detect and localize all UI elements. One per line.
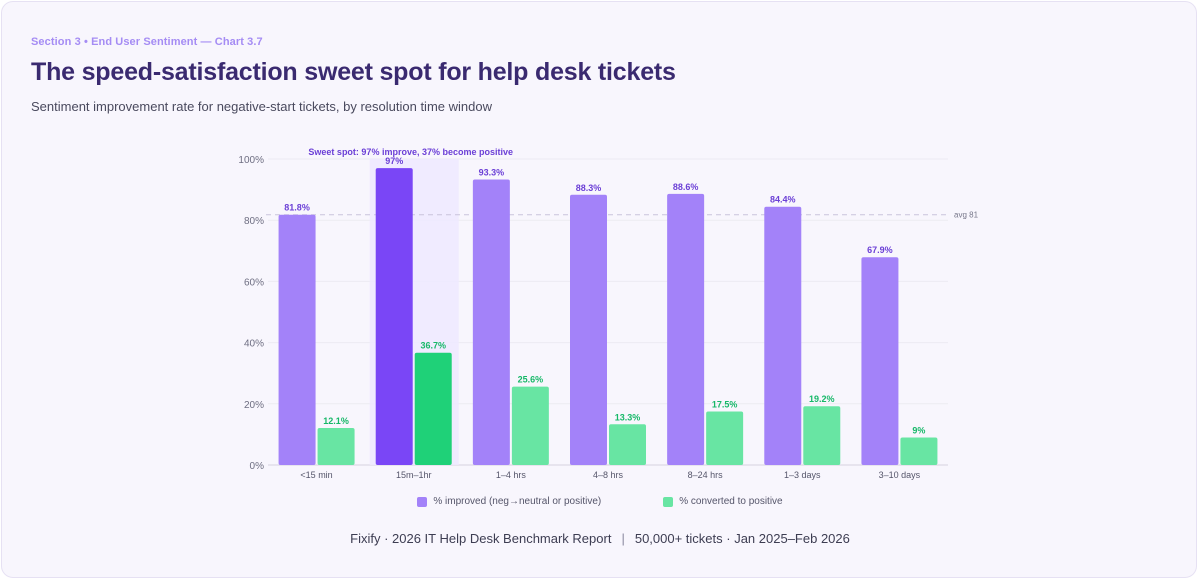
chart-title: The speed-satisfaction sweet spot for he…	[31, 58, 676, 86]
data-label-converted: 12.1%	[323, 416, 349, 426]
x-tick-label: 4–8 hrs	[593, 470, 624, 480]
x-tick-label: 3–10 days	[879, 470, 921, 480]
data-label-converted: 9%	[912, 425, 925, 435]
data-label-improved: 84.4%	[770, 195, 796, 205]
bar-converted	[317, 427, 355, 465]
y-tick-label: 40%	[244, 339, 264, 350]
y-tick-label: 0%	[250, 461, 265, 472]
bar-improved	[472, 179, 510, 465]
legend-swatch-converted	[663, 496, 674, 507]
footer-source: Fixify · 2026 IT Help Desk Benchmark Rep…	[350, 531, 612, 546]
bar-improved	[278, 214, 316, 465]
bar-improved	[764, 206, 802, 465]
legend-item-improved: % improved (neg→neutral or positive)	[417, 496, 601, 507]
data-label-converted: 25.6%	[518, 375, 544, 385]
footer-separator: |	[621, 531, 625, 546]
x-tick-label: <15 min	[300, 470, 332, 480]
footer-sample: 50,000+ tickets · Jan 2025–Feb 2026	[634, 531, 850, 546]
bar-converted	[414, 352, 452, 465]
data-label-converted: 13.3%	[615, 412, 641, 422]
data-label-converted: 36.7%	[420, 341, 446, 351]
sweet-spot-annotation: Sweet spot: 97% improve, 37% become posi…	[308, 147, 513, 157]
data-label-improved: 88.6%	[673, 182, 699, 192]
section-eyebrow: Section 3 • End User Sentiment — Chart 3…	[31, 36, 263, 48]
average-reference-label: avg 81	[954, 211, 979, 220]
chart-legend: % improved (neg→neutral or positive) % c…	[0, 496, 1200, 507]
bar-converted	[609, 424, 646, 465]
bar-converted	[511, 386, 549, 465]
legend-item-converted: % converted to positive	[663, 496, 783, 507]
legend-label-improved: % improved (neg→neutral or positive)	[433, 496, 602, 507]
chart-subtitle: Sentiment improvement rate for negative-…	[31, 99, 492, 114]
bar-improved	[667, 193, 705, 465]
data-label-improved: 81.8%	[284, 203, 310, 213]
legend-swatch-improved	[417, 496, 428, 507]
bar-improved	[570, 194, 607, 465]
data-label-improved: 93.3%	[479, 168, 505, 178]
bar-converted	[706, 411, 744, 465]
x-tick-label: 8–24 hrs	[688, 470, 724, 480]
bar-converted	[803, 406, 841, 465]
bar-improved	[375, 168, 413, 465]
data-label-converted: 19.2%	[809, 394, 835, 404]
y-tick-label: 20%	[244, 400, 264, 411]
data-label-converted: 17.5%	[712, 399, 738, 409]
y-tick-label: 80%	[244, 216, 264, 227]
legend-label-converted: % converted to positive	[679, 496, 783, 507]
bar-converted	[900, 437, 938, 465]
y-tick-label: 100%	[238, 155, 264, 166]
bar-improved	[861, 257, 899, 465]
x-tick-label: 15m–1hr	[396, 470, 432, 480]
data-label-improved: 67.9%	[867, 245, 893, 255]
x-tick-label: 1–3 days	[784, 470, 821, 480]
x-tick-label: 1–4 hrs	[496, 470, 527, 480]
footer: Fixify · 2026 IT Help Desk Benchmark Rep…	[0, 531, 1200, 546]
y-tick-label: 60%	[244, 277, 264, 288]
data-label-improved: 88.3%	[576, 183, 602, 193]
data-label-improved: 97%	[385, 156, 403, 166]
